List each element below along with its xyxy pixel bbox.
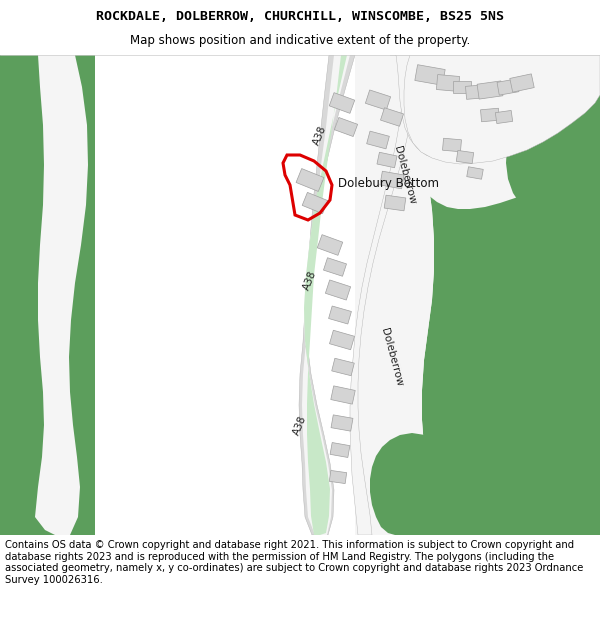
Polygon shape: [317, 234, 343, 256]
Text: Doleberrow: Doleberrow: [379, 327, 404, 388]
Polygon shape: [400, 55, 600, 535]
Polygon shape: [380, 171, 404, 189]
Polygon shape: [331, 386, 355, 404]
Polygon shape: [384, 195, 406, 211]
Polygon shape: [334, 118, 358, 136]
Text: Map shows position and indicative extent of the property.: Map shows position and indicative extent…: [130, 34, 470, 47]
Polygon shape: [506, 55, 600, 223]
Polygon shape: [436, 74, 460, 91]
Polygon shape: [380, 107, 404, 126]
Polygon shape: [331, 415, 353, 431]
Polygon shape: [323, 258, 347, 276]
Polygon shape: [481, 108, 499, 122]
Text: A38: A38: [302, 269, 319, 291]
Polygon shape: [515, 335, 600, 535]
Polygon shape: [453, 81, 471, 93]
Polygon shape: [325, 280, 350, 300]
Polygon shape: [496, 111, 512, 124]
Polygon shape: [467, 167, 483, 179]
Polygon shape: [365, 90, 391, 110]
Polygon shape: [390, 55, 600, 161]
Polygon shape: [329, 92, 355, 113]
Text: Doleberrow: Doleberrow: [392, 145, 418, 205]
Polygon shape: [329, 330, 355, 350]
Polygon shape: [457, 151, 473, 164]
Text: Dolebury Bottom: Dolebury Bottom: [338, 176, 439, 189]
Polygon shape: [377, 152, 397, 168]
Polygon shape: [355, 55, 480, 535]
Polygon shape: [415, 65, 445, 85]
Polygon shape: [330, 442, 350, 458]
Polygon shape: [304, 55, 347, 535]
Text: A38: A38: [292, 414, 308, 436]
Text: A38: A38: [311, 124, 328, 146]
Polygon shape: [35, 55, 88, 535]
Polygon shape: [355, 55, 600, 209]
Polygon shape: [299, 55, 355, 535]
Polygon shape: [477, 81, 503, 99]
Polygon shape: [443, 138, 461, 152]
Polygon shape: [510, 74, 534, 92]
Text: ROCKDALE, DOLBERROW, CHURCHILL, WINSCOMBE, BS25 5NS: ROCKDALE, DOLBERROW, CHURCHILL, WINSCOMB…: [96, 10, 504, 23]
Polygon shape: [329, 306, 352, 324]
Polygon shape: [332, 358, 354, 376]
Polygon shape: [329, 471, 347, 484]
Polygon shape: [0, 55, 95, 535]
Polygon shape: [302, 55, 350, 535]
Polygon shape: [497, 79, 519, 95]
Polygon shape: [296, 169, 324, 191]
Polygon shape: [370, 433, 480, 535]
Polygon shape: [0, 55, 95, 535]
Text: Contains OS data © Crown copyright and database right 2021. This information is : Contains OS data © Crown copyright and d…: [5, 540, 583, 585]
Polygon shape: [302, 192, 328, 214]
Polygon shape: [0, 55, 83, 535]
Polygon shape: [350, 55, 420, 535]
Polygon shape: [367, 131, 389, 149]
Polygon shape: [404, 55, 600, 164]
Polygon shape: [466, 84, 487, 99]
